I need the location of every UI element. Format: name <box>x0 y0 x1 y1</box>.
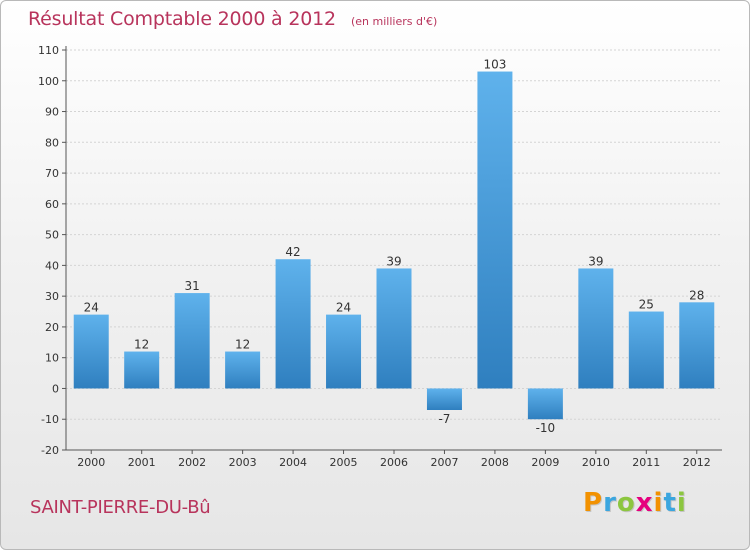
bar-2004 <box>275 259 311 389</box>
chart-title-row: Résultat Comptable 2000 à 2012 (en milli… <box>28 8 437 30</box>
brand-letter: i <box>676 488 687 518</box>
value-label-2011: 25 <box>639 298 654 312</box>
x-tick-label-2011: 2011 <box>632 456 660 469</box>
grid-lines <box>66 49 722 451</box>
value-label-2001: 12 <box>134 338 149 352</box>
bar-2009 <box>527 388 563 420</box>
bar-2007 <box>426 388 462 410</box>
brand-letter: t <box>663 488 677 518</box>
bar-2006 <box>376 268 412 389</box>
proxiti-logo: Proxiti <box>583 488 687 518</box>
x-tick-label-2009: 2009 <box>531 456 559 469</box>
commune-name: SAINT-PIERRE-DU-Bû <box>30 497 211 518</box>
y-tick-label: 70 <box>45 167 59 180</box>
y-tick-label: 80 <box>45 136 59 149</box>
x-tick-label-2000: 2000 <box>77 456 105 469</box>
y-tick-label: 90 <box>45 106 59 119</box>
x-tick-label-2007: 2007 <box>430 456 458 469</box>
y-tick-label: 30 <box>45 290 59 303</box>
bar-2011 <box>628 311 664 389</box>
value-label-2010: 39 <box>588 254 603 268</box>
y-tick-label: 110 <box>38 44 59 57</box>
bar-2001 <box>124 351 160 389</box>
value-label-2000: 24 <box>84 301 99 315</box>
bar-2003 <box>225 351 261 389</box>
value-label-2004: 42 <box>285 245 300 259</box>
axes: -20 -10 0 10 20 30 40 50 60 70 80 90 100 110 2000 2001 2… <box>38 44 722 469</box>
chart-title: Résultat Comptable 2000 à 2012 <box>28 8 336 30</box>
brand-letter: o <box>616 488 636 518</box>
bar-2002 <box>174 293 210 389</box>
x-tick-label-2003: 2003 <box>229 456 257 469</box>
brand-letter: P <box>583 488 604 518</box>
bar-2005 <box>326 314 362 389</box>
value-label-2008: 103 <box>483 58 506 72</box>
y-tick-label: -10 <box>41 413 59 426</box>
bars <box>73 71 715 420</box>
x-tick-label-2002: 2002 <box>178 456 206 469</box>
brand-letter: i <box>653 488 664 518</box>
y-tick-label: 0 <box>52 382 59 395</box>
x-tick-label-2004: 2004 <box>279 456 307 469</box>
bar-2012 <box>679 302 715 389</box>
x-tick-label-2012: 2012 <box>683 456 711 469</box>
y-tick-label: 50 <box>45 229 59 242</box>
x-tick-label-2005: 2005 <box>330 456 358 469</box>
brand-letter: x <box>635 488 654 518</box>
y-tick-label: 60 <box>45 198 59 211</box>
x-tick-label-2008: 2008 <box>481 456 509 469</box>
y-tick-label: 40 <box>45 259 59 272</box>
value-labels: 24 12 31 12 42 24 39 -7 103 -10 39 25 28 <box>84 58 705 436</box>
y-tick-label: 100 <box>38 75 59 88</box>
value-label-2006: 39 <box>386 254 401 268</box>
x-tick-label-2006: 2006 <box>380 456 408 469</box>
value-label-2005: 24 <box>336 301 351 315</box>
x-tick-label-2010: 2010 <box>582 456 610 469</box>
value-label-2003: 12 <box>235 338 250 352</box>
y-tick-label: -20 <box>41 444 59 457</box>
brand-letter: r <box>603 488 617 518</box>
bar-2010 <box>578 268 614 389</box>
y-tick-label: 10 <box>45 352 59 365</box>
y-tick-label: 20 <box>45 321 59 334</box>
value-label-2009: -10 <box>536 421 556 435</box>
bar-2000 <box>73 314 109 389</box>
x-tick-label-2001: 2001 <box>128 456 156 469</box>
bar-2008 <box>477 71 513 389</box>
unit-note: (en milliers d'€) <box>350 15 438 28</box>
value-label-2012: 28 <box>689 288 704 302</box>
value-label-2007: -7 <box>438 412 450 426</box>
value-label-2002: 31 <box>185 279 200 293</box>
